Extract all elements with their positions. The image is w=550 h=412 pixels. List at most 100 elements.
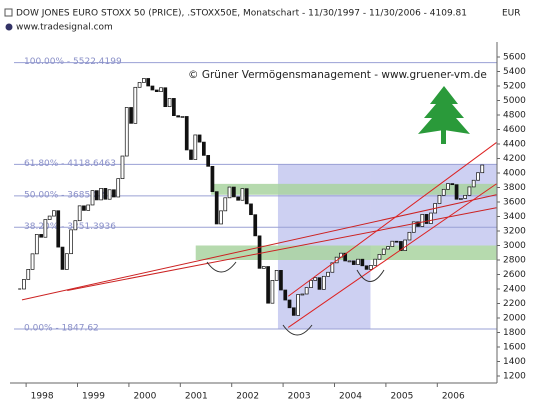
candle xyxy=(296,294,300,316)
candle xyxy=(420,214,425,227)
y-tick-label: 2000 xyxy=(503,314,526,324)
candle xyxy=(90,190,95,206)
candle xyxy=(197,134,202,143)
trendline xyxy=(67,207,497,291)
y-tick-label: 5400 xyxy=(503,67,526,77)
x-tick-label: 2000 xyxy=(133,392,156,402)
candle xyxy=(189,149,193,160)
candle xyxy=(172,98,176,117)
y-tick-label: 3200 xyxy=(503,227,526,237)
arc xyxy=(206,261,237,273)
candle xyxy=(407,231,412,241)
candle xyxy=(429,212,433,224)
chart-title: DOW JONES EURO STOXX 50 (PRICE), .STOXX5… xyxy=(16,9,467,19)
y-tick-label: 1800 xyxy=(503,328,526,338)
trendline xyxy=(287,142,497,297)
candle xyxy=(274,270,279,281)
candle xyxy=(227,186,232,199)
candle xyxy=(386,246,390,250)
candle xyxy=(52,210,56,217)
candle xyxy=(249,203,253,216)
candle xyxy=(112,189,116,198)
arc xyxy=(282,324,313,336)
candle xyxy=(214,191,219,225)
candle xyxy=(167,98,172,108)
candle xyxy=(441,188,446,196)
y-tick-label: 3600 xyxy=(503,198,526,208)
y-tick-label: 2400 xyxy=(503,285,526,295)
fib-label: 100.00% - 5522.4199 xyxy=(24,57,122,67)
candle xyxy=(480,164,485,174)
candle xyxy=(476,172,480,181)
y-tick-label: 3000 xyxy=(503,241,526,251)
candle xyxy=(377,254,382,260)
candle xyxy=(253,214,258,237)
candle xyxy=(107,189,112,200)
candle xyxy=(424,214,429,224)
candle xyxy=(142,78,146,83)
y-tick-label: 4200 xyxy=(503,154,526,164)
candle xyxy=(351,260,356,265)
y-tick-label: 4600 xyxy=(503,125,526,135)
candle xyxy=(103,188,108,200)
candle xyxy=(30,253,35,270)
candle xyxy=(266,266,270,304)
candle xyxy=(411,221,416,233)
candle xyxy=(446,183,450,190)
candle xyxy=(450,183,455,186)
candle xyxy=(471,179,476,188)
candle xyxy=(356,258,360,265)
candle xyxy=(124,107,129,157)
candle xyxy=(150,85,155,91)
candle xyxy=(364,265,369,270)
x-tick-label: 2004 xyxy=(339,392,362,402)
candle xyxy=(330,262,335,273)
y-tick-label: 4400 xyxy=(503,140,526,150)
candle xyxy=(193,134,198,160)
candle xyxy=(232,186,236,198)
candle xyxy=(120,155,125,180)
candle xyxy=(270,280,275,304)
candle xyxy=(416,221,420,227)
candle xyxy=(219,210,223,225)
x-tick-label: 2006 xyxy=(442,392,465,402)
x-tick-label: 1999 xyxy=(82,392,105,402)
candle xyxy=(360,258,365,267)
candle xyxy=(39,234,43,238)
candle xyxy=(137,82,142,88)
symbol-icon xyxy=(4,8,13,17)
candle xyxy=(261,266,266,269)
candle xyxy=(223,197,228,212)
candle xyxy=(343,252,348,262)
candle xyxy=(394,240,399,243)
candle xyxy=(86,204,91,211)
y-tick-label: 5000 xyxy=(503,96,526,106)
fib-label: 61.80% - 4118.6463 xyxy=(24,159,116,169)
logo-tree xyxy=(418,86,470,144)
candle xyxy=(56,210,61,248)
y-tick-label: 4800 xyxy=(503,111,526,121)
candle xyxy=(381,248,386,255)
trendline xyxy=(21,194,497,301)
candle xyxy=(43,219,48,238)
source: www.tradesignal.com xyxy=(16,23,113,33)
candle xyxy=(321,275,326,290)
candle xyxy=(133,86,138,124)
candle xyxy=(94,190,99,201)
candle xyxy=(317,277,322,290)
x-tick-label: 2005 xyxy=(390,392,413,402)
candle xyxy=(206,155,211,167)
candle xyxy=(326,271,330,277)
y-tick-label: 3800 xyxy=(503,183,526,193)
candle xyxy=(154,89,159,93)
fib-label: 0.00% - 1847.62 xyxy=(24,324,99,334)
candle xyxy=(300,293,305,296)
candle xyxy=(283,289,288,301)
candle xyxy=(210,165,215,192)
x-tick-label: 2002 xyxy=(236,392,259,402)
candle xyxy=(458,198,463,200)
candle xyxy=(99,188,103,201)
candle xyxy=(82,205,86,211)
candle xyxy=(163,87,168,108)
